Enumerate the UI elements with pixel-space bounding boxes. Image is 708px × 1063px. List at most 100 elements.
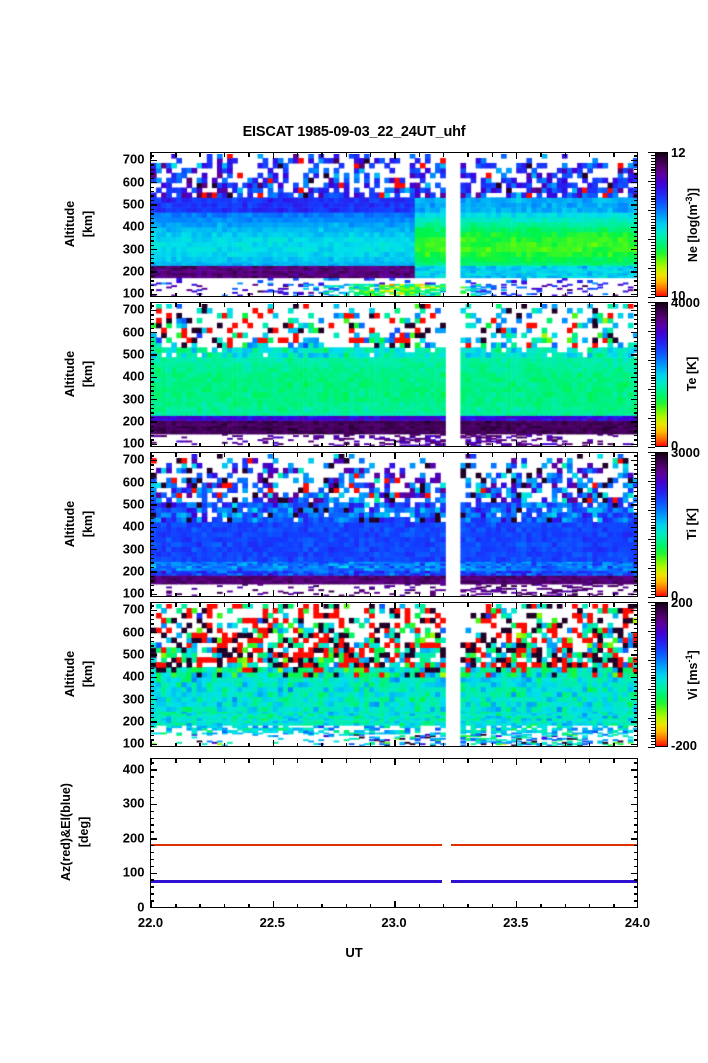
y-tick-minor [633, 762, 638, 764]
x-tick-minor [296, 292, 299, 296]
y-axis-title-te: Altitude [63, 334, 77, 414]
y-tick-major [631, 593, 638, 596]
y-tick-minor [150, 566, 155, 569]
y-tick-minor [150, 725, 155, 728]
y-axis-title-text: Altitude [63, 650, 77, 697]
colorbar-tick [651, 189, 655, 191]
y-tick-minor [633, 412, 638, 414]
colorbar-tick [651, 530, 655, 532]
colorbar-tick [651, 322, 655, 324]
y-tick-minor [150, 262, 155, 264]
y-tick-minor [633, 681, 638, 683]
y-tick-minor [633, 372, 638, 374]
x-tick-minor [491, 303, 494, 307]
x-tick-minor [369, 153, 372, 157]
y-tick-major [150, 526, 157, 529]
y-tick-minor [633, 240, 638, 242]
x-tick-minor [418, 603, 421, 607]
colorbar-tick [651, 553, 655, 555]
figure-title: EISCAT 1985-09-03_22_24UT_uhf [242, 124, 466, 140]
y-tick-major [150, 632, 157, 634]
y-tick-minor [633, 280, 638, 282]
colorbar-tick [651, 622, 655, 624]
y-tick-minor [150, 703, 155, 705]
x-tick-major [516, 740, 518, 746]
y-tick-major [151, 907, 157, 908]
y-axis-title-text: Altitude [63, 350, 77, 397]
y-tick-minor [633, 394, 638, 396]
colorbar-tick [651, 224, 655, 226]
colorbar-tick [651, 616, 655, 618]
colorbar-tick [651, 657, 655, 659]
colorbar-tick [651, 515, 655, 517]
colorbar-tick [651, 426, 655, 428]
colorbar-gradient [656, 603, 667, 746]
x-tick-minor [296, 442, 299, 446]
x-tick-minor [223, 153, 226, 157]
x-tick-major [516, 290, 518, 296]
y-tick-minor [150, 208, 155, 211]
x-tick-minor [175, 742, 177, 746]
y-tick-label: 500 [122, 346, 145, 362]
y-tick-label: 400 [122, 761, 145, 777]
y-tick-minor [633, 289, 638, 291]
x-tick-major [150, 153, 153, 159]
y-tick-minor [633, 645, 638, 647]
colorbar-tick [651, 533, 655, 535]
y-tick-minor [150, 336, 155, 338]
x-tick-minor [369, 292, 372, 296]
y-tick-minor [633, 381, 638, 383]
x-tick-minor [564, 742, 567, 746]
colorbar-tick [648, 718, 655, 720]
x-tick-minor [540, 903, 542, 907]
y-tick-minor [633, 231, 638, 233]
y-tick-minor [150, 636, 155, 638]
x-tick-minor [199, 742, 201, 746]
x-tick-minor [345, 303, 347, 307]
colorbar-tick [648, 510, 655, 512]
x-tick-major [272, 901, 274, 907]
y-tick-minor [633, 495, 638, 497]
colorbar-tick [651, 469, 655, 471]
colorbar-max-label: 12 [671, 145, 686, 160]
x-tick-minor [296, 759, 299, 763]
x-tick-minor [369, 453, 372, 457]
colorbar-tick [648, 568, 655, 570]
y-tick-minor [633, 640, 638, 643]
y-tick-major [631, 699, 638, 701]
y-tick-major [150, 571, 157, 573]
colorbar-tick [651, 512, 655, 515]
y-tick-minor [150, 517, 155, 520]
y-tick-minor [150, 190, 155, 193]
x-tick-minor [369, 759, 372, 763]
y-tick-label: 500 [122, 646, 145, 662]
y-tick-major [631, 249, 638, 251]
y-axis-title-ti: Altitude [63, 484, 77, 564]
colorbar-tick [651, 412, 655, 414]
y-tick-minor [633, 508, 638, 511]
y-tick-minor [150, 473, 155, 475]
y-tick-label: 200 [122, 713, 145, 729]
x-tick-minor [223, 592, 226, 596]
x-tick-minor [564, 153, 567, 157]
colorbar-tick [651, 585, 655, 587]
colorbar-tick [651, 325, 655, 327]
colorbar-tick [651, 613, 655, 615]
y-tick-minor [150, 558, 155, 560]
colorbar-tick [648, 597, 655, 599]
y-tick-minor [633, 177, 638, 179]
x-tick-minor [540, 442, 542, 446]
x-tick-minor [418, 303, 421, 307]
y-tick-label: 600 [122, 624, 145, 640]
y-tick-label: 700 [122, 601, 145, 617]
y-tick-minor [150, 584, 155, 587]
y-tick-label: 400 [122, 668, 145, 684]
y-tick-minor [150, 663, 155, 665]
y-tick-major [150, 676, 157, 679]
y-tick-minor [150, 535, 155, 538]
y-tick-major [631, 571, 638, 573]
x-tick-minor [296, 903, 299, 907]
y-tick-minor [633, 513, 638, 515]
y-tick-major [631, 354, 638, 356]
y-tick-label: 300 [122, 541, 145, 557]
